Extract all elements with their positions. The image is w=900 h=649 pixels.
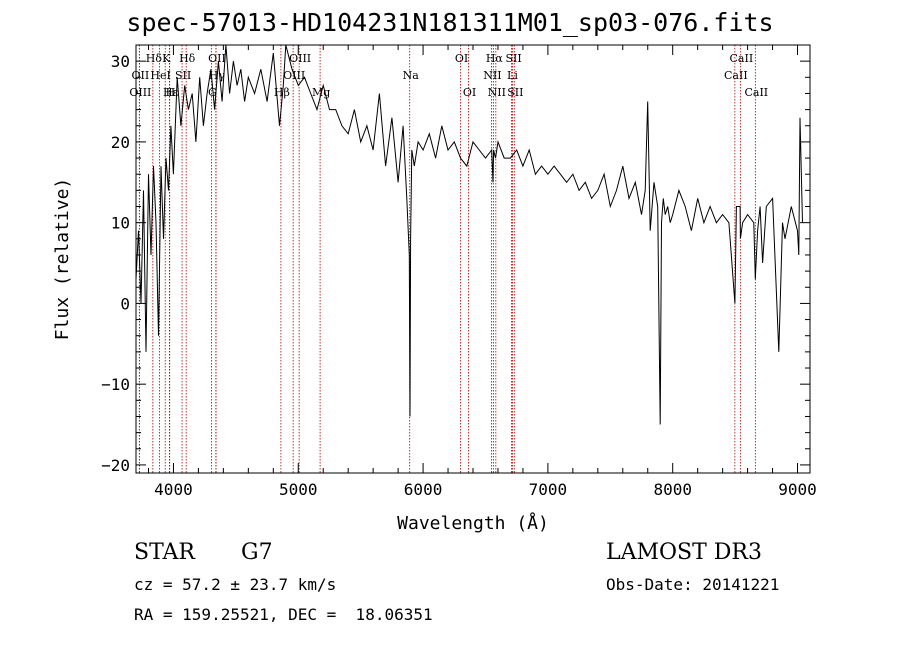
y-tick-label: −10 <box>101 375 130 394</box>
redshift-velocity: cz = 57.2 ± 23.7 km/s <box>134 575 337 594</box>
line-label-hε: Hε <box>163 86 179 99</box>
y-tick-label: 0 <box>120 294 130 313</box>
line-label-caii: CaII <box>744 86 768 99</box>
line-label-oiii: OIII <box>283 69 305 82</box>
line-label-hβ: Hβ <box>274 86 290 99</box>
line-label-h: H <box>166 86 176 99</box>
line-label-oiii: OIII <box>289 52 311 65</box>
object-class: STAR <box>134 540 195 565</box>
line-label-g: G <box>208 86 217 99</box>
x-tick-label: 9000 <box>778 480 817 499</box>
line-label-oiii: OIII <box>129 86 151 99</box>
line-label-oii: OII <box>132 69 150 82</box>
survey-name: LAMOST DR3 <box>606 540 762 565</box>
line-label-caii: CaII <box>724 69 748 82</box>
line-label-oii: OII <box>208 52 226 65</box>
line-label-oi: OI <box>455 52 468 65</box>
line-label-hei: HeI <box>150 69 170 82</box>
chart-title: spec-57013-HD104231N181311M01_sp03-076.f… <box>126 8 774 37</box>
line-label-caii: CaII <box>730 52 754 65</box>
x-tick-label: 6000 <box>404 480 443 499</box>
line-label-sii: SII <box>175 69 191 82</box>
line-label-hδ: Hδ <box>146 52 163 65</box>
line-label-k: K <box>162 52 171 65</box>
line-label-sii: SII <box>507 86 523 99</box>
line-label-na: Na <box>403 69 420 82</box>
ra-dec-coordinates: RA = 159.25521, DEC = 18.06351 <box>134 605 433 624</box>
y-tick-label: 10 <box>111 214 130 233</box>
x-tick-label: 5000 <box>279 480 318 499</box>
line-label-li: Li <box>507 69 518 82</box>
object-subclass: G7 <box>241 540 273 565</box>
plot-frame <box>135 44 811 474</box>
line-label-hα: Hα <box>486 52 504 65</box>
line-label-hγ: Hγ <box>209 69 226 82</box>
x-tick-label: 7000 <box>529 480 568 499</box>
y-tick-label: −20 <box>101 456 130 475</box>
line-label-hδ: Hδ <box>179 52 196 65</box>
y-axis-label: Flux (relative) <box>52 178 73 341</box>
line-label-nii: NII <box>488 86 506 99</box>
spectrum-series <box>136 45 803 425</box>
y-tick-label: 30 <box>111 52 130 71</box>
x-tick-label: 4000 <box>154 480 193 499</box>
line-label-mg: Mg <box>312 86 330 99</box>
y-tick-label: 20 <box>111 133 130 152</box>
x-axis-label: Wavelength (Å) <box>397 512 549 534</box>
line-label-sii: SII <box>505 52 521 65</box>
x-tick-label: 8000 <box>653 480 692 499</box>
line-label-nii: NII <box>483 69 501 82</box>
line-label-oi: OI <box>463 86 476 99</box>
observation-date: Obs-Date: 20141221 <box>606 575 780 594</box>
